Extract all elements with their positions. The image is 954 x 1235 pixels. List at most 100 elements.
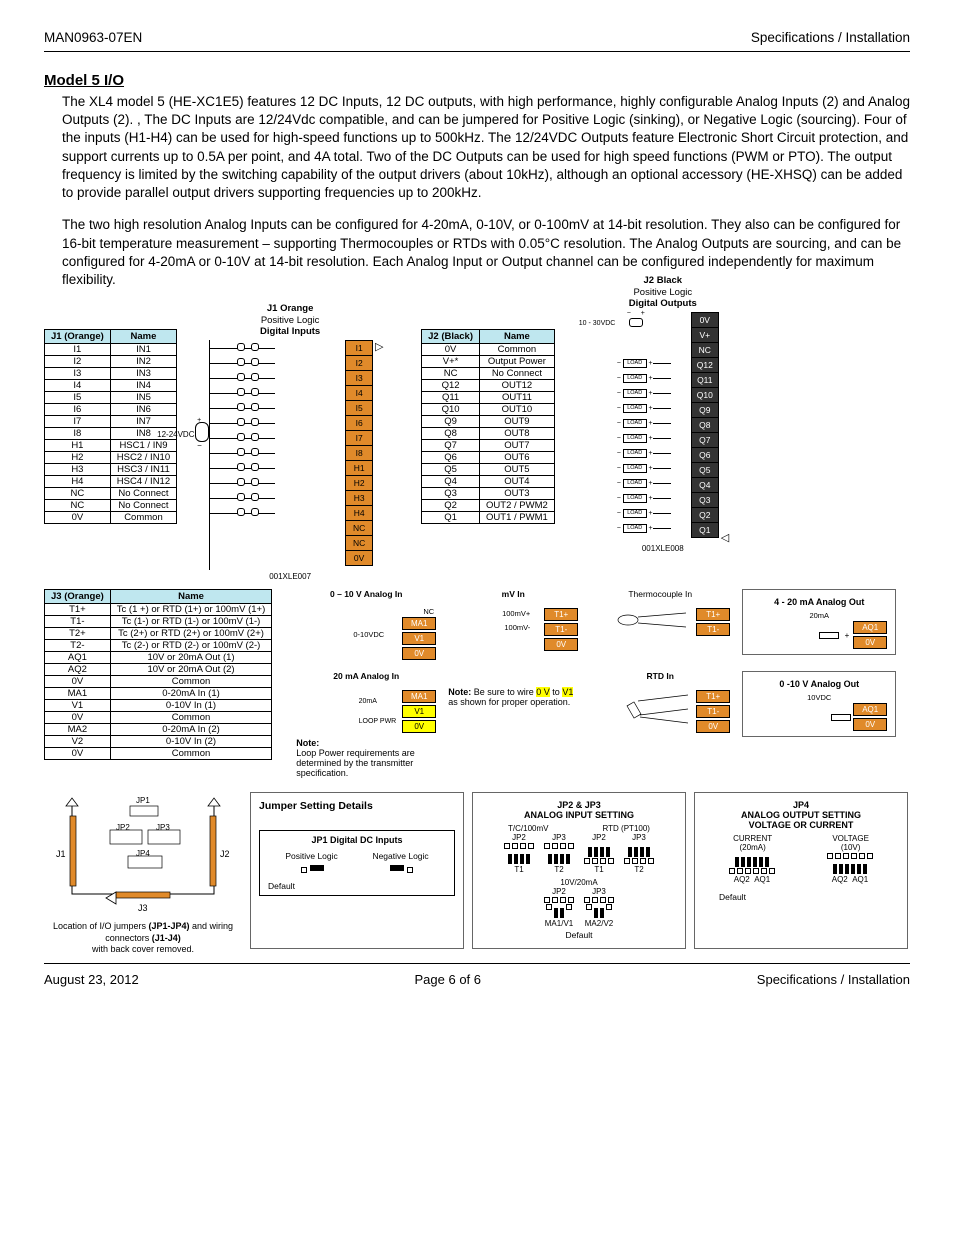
table-cell: Q10 (422, 404, 480, 416)
switch-line (209, 400, 275, 414)
j2-th-1: J2 (Black) (422, 330, 480, 344)
load-line: − LOAD + (617, 509, 671, 518)
terminal-label: I1 (345, 340, 373, 355)
footer-rule (44, 963, 910, 964)
table-cell: H1 (45, 440, 111, 452)
table-cell: OUT12 (480, 380, 555, 392)
load-line: − LOAD + (617, 374, 671, 383)
load-box-icon: LOAD (623, 434, 647, 443)
table-cell: OUT6 (480, 452, 555, 464)
table-cell: Tc (2+) or RTD (2+) or 100mV (2+) (110, 628, 271, 640)
j2-schematic: J2 Black Positive Logic Digital Outputs … (563, 275, 763, 553)
table-cell: HSC4 / IN12 (110, 476, 176, 488)
table-cell: AQ1 (45, 652, 111, 664)
table-cell: Tc (2-) or RTD (2-) or 100mV (2-) (110, 640, 271, 652)
terminal-label: I7 (345, 430, 373, 445)
table-cell: 0V (422, 344, 480, 356)
table-cell: OUT7 (480, 440, 555, 452)
table-cell: T2- (45, 640, 111, 652)
switch-line (209, 340, 275, 354)
load-box-icon: LOAD (623, 359, 647, 368)
table-cell: Q7 (422, 440, 480, 452)
jumper-location-caption: Location of I/O jumpers (JP1-JP4) and wi… (44, 921, 242, 955)
table-cell: I8 (45, 428, 111, 440)
schem-tc-in: Thermocouple In T1+ T1- (590, 589, 730, 637)
terminal-label: 0V (691, 312, 719, 327)
resistor-icon (819, 632, 839, 639)
j3-th-1: J3 (Orange) (45, 590, 111, 604)
table-cell: Tc (1 +) or RTD (1+) or 100mV (1+) (110, 604, 271, 616)
schem-mv-in: mV In 100mV+100mV- T1+ T1- 0V (448, 589, 578, 652)
row-digital-io: J1 (Orange) Name I1IN1I2IN2I3IN3I4IN4I5I… (44, 303, 910, 581)
terminal-label: I5 (345, 400, 373, 415)
schem-0-10v-out: 0 -10 V Analog Out 10VDC AQ1 0V (742, 671, 896, 737)
table-cell: 0V (45, 712, 111, 724)
load-line: − LOAD + (617, 479, 671, 488)
j2-supply-label: 10 - 30VDC (579, 320, 616, 327)
battery-icon (195, 422, 209, 442)
j3-pinout-table: J3 (Orange) Name T1+Tc (1 +) or RTD (1+)… (44, 589, 272, 760)
switch-line (209, 385, 275, 399)
switch-line (209, 475, 275, 489)
terminal-label: Q5 (691, 462, 719, 477)
load-box-icon: LOAD (623, 464, 647, 473)
rtd-icon (626, 689, 696, 729)
load-line: − LOAD + (617, 464, 671, 473)
doc-id: MAN0963-07EN (44, 30, 142, 45)
terminal-label: 0V (345, 550, 373, 566)
terminal-label: NC (691, 342, 719, 357)
load-box-icon: LOAD (623, 449, 647, 458)
switch-line (209, 370, 275, 384)
table-cell: H3 (45, 464, 111, 476)
thermocouple-icon (616, 607, 696, 633)
table-cell: I7 (45, 416, 111, 428)
switch-line (209, 415, 275, 429)
table-cell: IN3 (110, 368, 176, 380)
table-cell: OUT8 (480, 428, 555, 440)
schem-rtd-in: RTD In T1+ T1- 0V (590, 671, 730, 734)
table-cell: Output Power (480, 356, 555, 368)
terminal-label: V+ (691, 327, 719, 342)
jumper-panel-jp4: JP4 ANALOG OUTPUT SETTING VOLTAGE OR CUR… (694, 792, 908, 949)
footer-page: Page 6 of 6 (415, 972, 482, 987)
table-cell: T2+ (45, 628, 111, 640)
section-title: Model 5 I/O (44, 72, 910, 89)
table-cell: 10V or 20mA Out (1) (110, 652, 271, 664)
table-cell: I6 (45, 404, 111, 416)
page-footer: August 23, 2012 Page 6 of 6 Specificatio… (44, 972, 910, 987)
table-cell: Q8 (422, 428, 480, 440)
j2-pinout-table: J2 (Black) Name 0VCommonV+*Output PowerN… (421, 329, 555, 524)
resistor-icon (831, 714, 851, 721)
note-wire-0v: Note: Be sure to wire 0 V to V1 as shown… (448, 671, 578, 707)
terminal-label: Q2 (691, 507, 719, 522)
load-line: − LOAD + (617, 494, 671, 503)
table-cell: Common (110, 712, 271, 724)
table-cell: OUT4 (480, 476, 555, 488)
table-cell: Q9 (422, 416, 480, 428)
load-line: − LOAD + (617, 389, 671, 398)
table-cell: HSC1 / IN9 (110, 440, 176, 452)
load-box-icon: LOAD (623, 479, 647, 488)
jumper-panel-jp1: Jumper Setting Details JP1 Digital DC In… (250, 792, 464, 949)
table-cell: V+* (422, 356, 480, 368)
table-cell: 0-10V In (1) (110, 700, 271, 712)
terminal-label: Q7 (691, 432, 719, 447)
load-box-icon: LOAD (623, 419, 647, 428)
load-line: − LOAD + (617, 404, 671, 413)
table-cell: 0V (45, 676, 111, 688)
j1-supply-label: 12-24VDC (157, 430, 194, 439)
battery-icon (629, 318, 643, 327)
table-cell: Q1 (422, 512, 480, 524)
j1-terminal-strip: I1I2I3I4I5I6I7I8H1H2H3H4NCNC0V (345, 340, 373, 566)
load-box-icon: LOAD (623, 404, 647, 413)
table-cell: I2 (45, 356, 111, 368)
table-cell: T1- (45, 616, 111, 628)
j1-pinout-table: J1 (Orange) Name I1IN1I2IN2I3IN3I4IN4I5I… (44, 329, 177, 524)
terminal-label: I3 (345, 370, 373, 385)
row-jumpers: JP1 JP2 JP3 JP4 J1 J2 J3 Location of I/O… (44, 792, 910, 955)
body-paragraph-2: The two high resolution Analog Inputs ca… (62, 216, 910, 289)
terminal-label: H2 (345, 475, 373, 490)
table-cell: Q5 (422, 464, 480, 476)
switch-line (209, 445, 275, 459)
table-cell: V1 (45, 700, 111, 712)
